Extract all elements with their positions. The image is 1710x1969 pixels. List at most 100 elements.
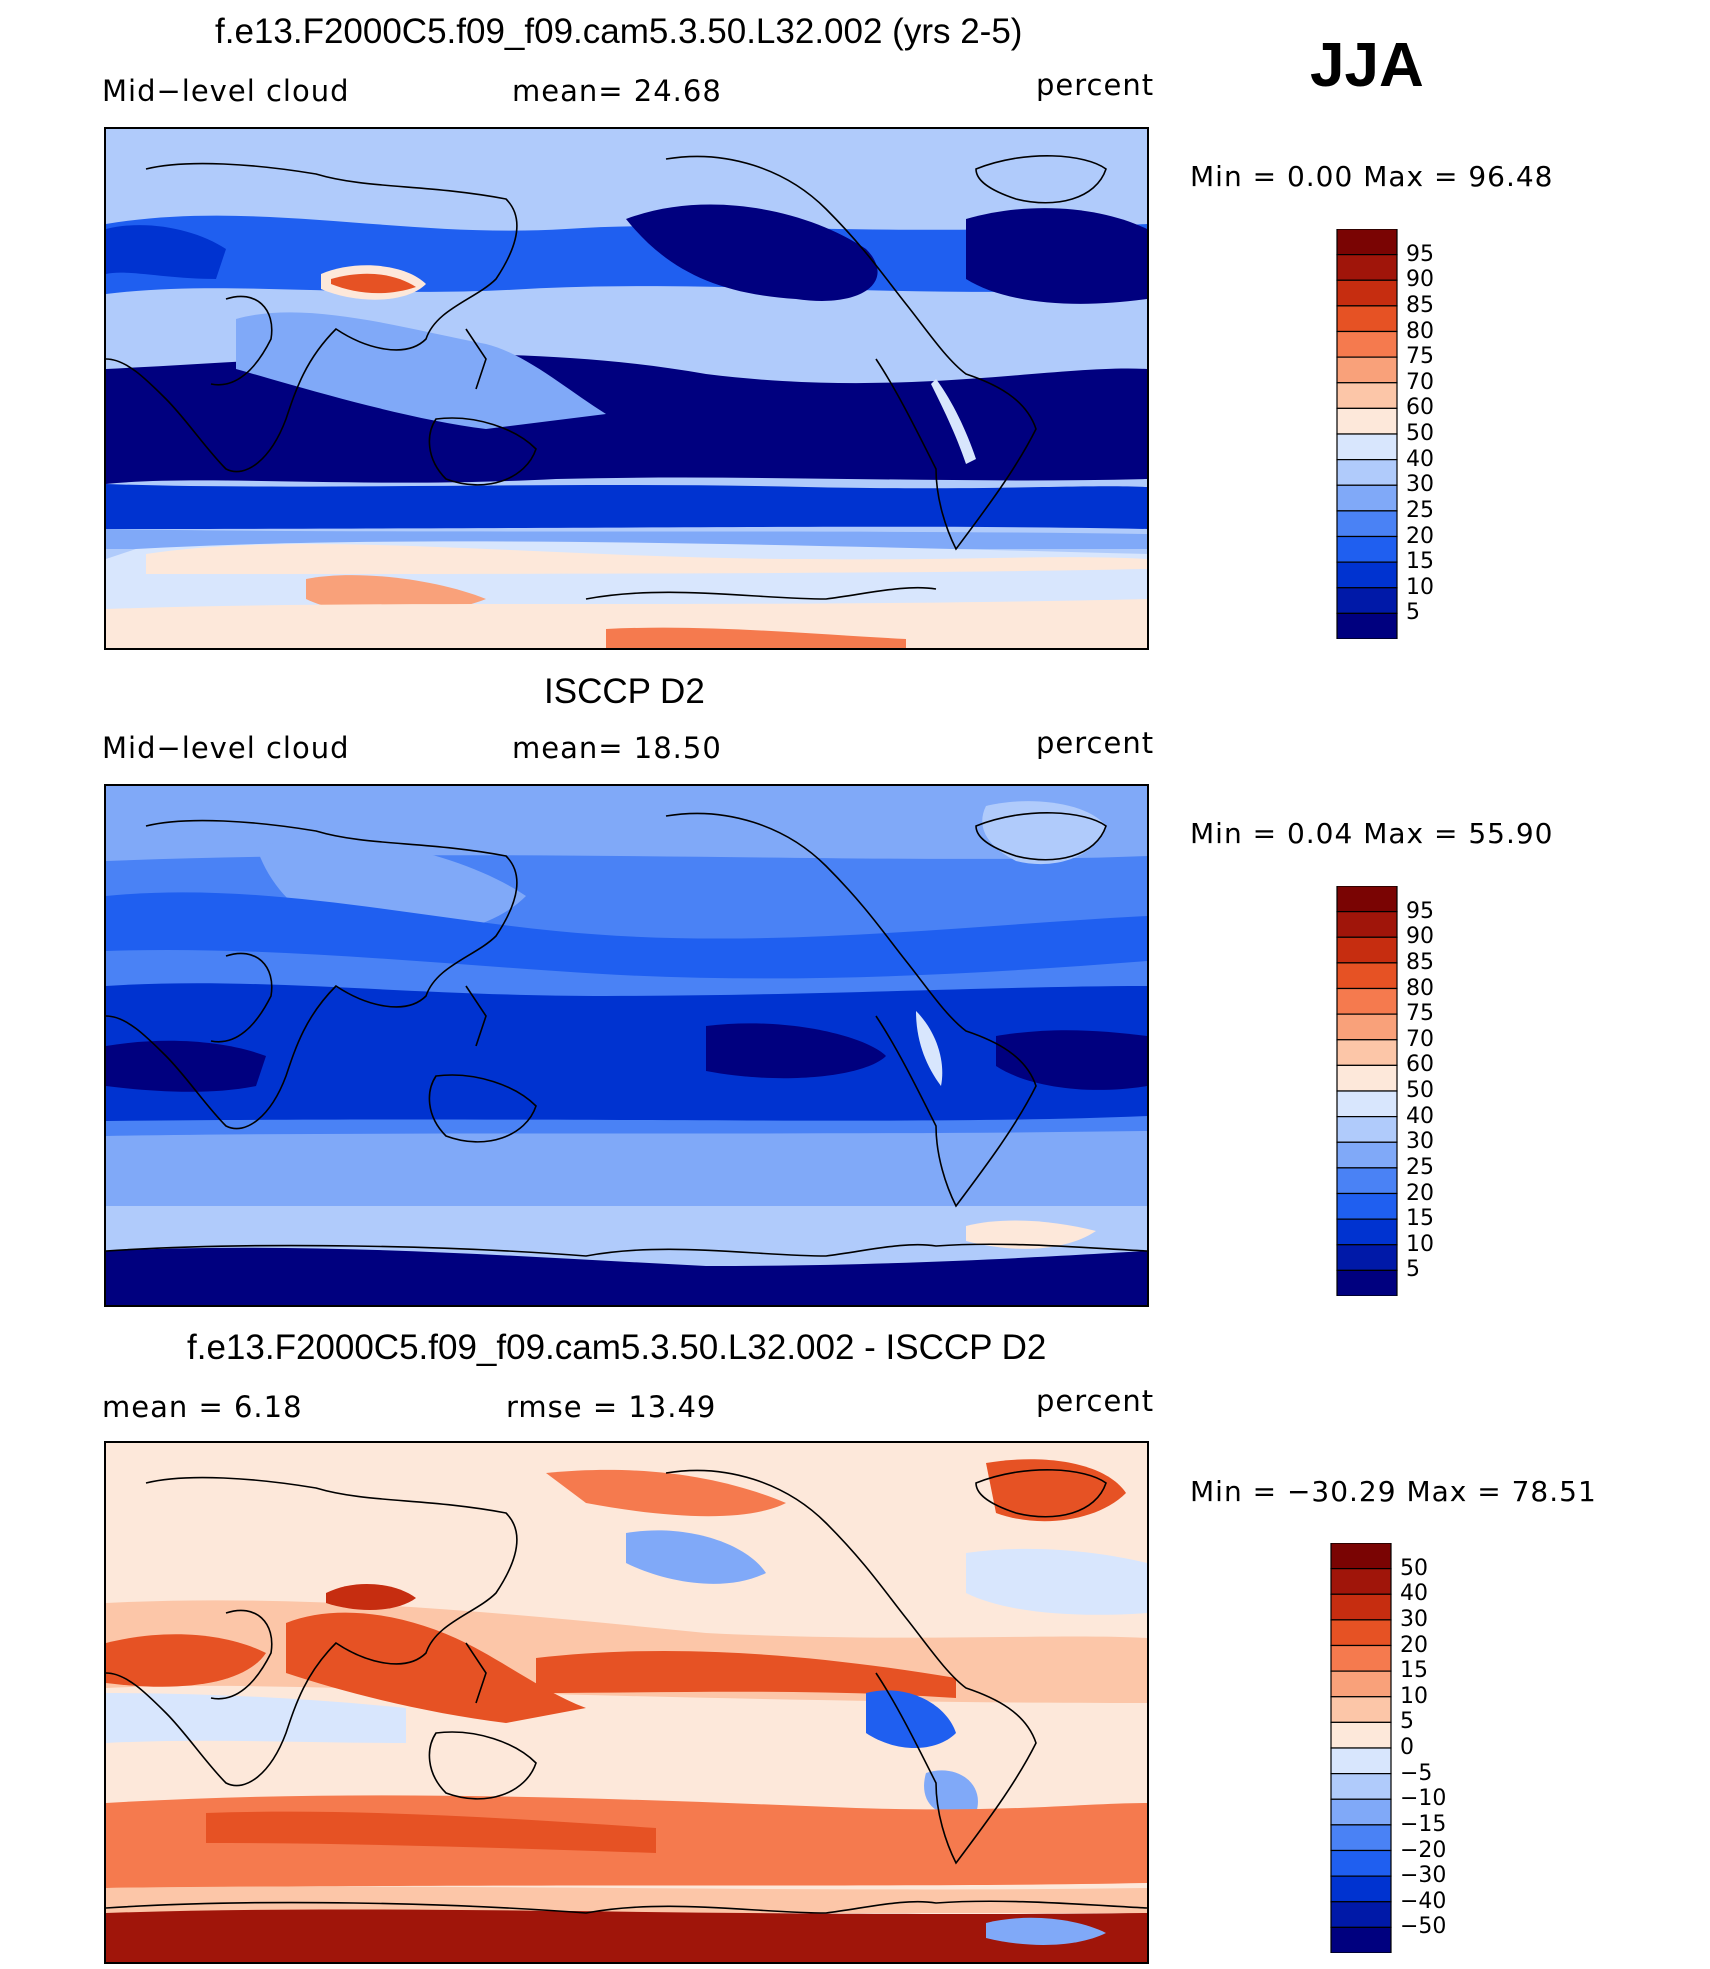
colorbar-tick-label: 90 xyxy=(1406,267,1434,293)
colorbar-swatch xyxy=(1336,535,1398,563)
colorbar-tick-label: 95 xyxy=(1406,241,1434,267)
colorbar-swatch xyxy=(1336,433,1398,461)
panel-2-colorbar-labels: 95 90 85 80 75 70 60 50 40 30 25 20 15 10 5 xyxy=(1406,886,1466,1296)
colorbar-swatch xyxy=(1336,587,1398,614)
colorbar-swatch xyxy=(1336,254,1398,281)
colorbar-swatch xyxy=(1336,612,1398,640)
colorbar-swatch xyxy=(1330,1926,1392,1954)
panel-3-colorbar-labels: 50 40 30 20 15 10 5 0 −5 −10 −15 −20 −30 −40 −50 xyxy=(1400,1543,1470,1953)
colorbar-swatch xyxy=(1330,1568,1392,1595)
panel-1-title: f.e13.F2000C5.f09_f09.cam5.3.50.L32.002 … xyxy=(215,12,1023,51)
colorbar-swatch xyxy=(1330,1619,1392,1647)
colorbar-swatch xyxy=(1330,1644,1392,1672)
colorbar-tick-label: 5 xyxy=(1400,1709,1414,1735)
colorbar-swatch xyxy=(1336,1269,1398,1297)
colorbar-swatch xyxy=(1336,1192,1398,1220)
colorbar-tick-label: 60 xyxy=(1406,395,1434,421)
panel-3-title: f.e13.F2000C5.f09_f09.cam5.3.50.L32.002 … xyxy=(187,1328,1047,1367)
colorbar-swatch xyxy=(1336,962,1398,990)
colorbar-tick-label: 15 xyxy=(1406,549,1434,575)
colorbar-swatch xyxy=(1330,1773,1392,1800)
colorbar-tick-label: 20 xyxy=(1406,523,1434,549)
panel-3-rmse-label: rmse = 13.49 xyxy=(506,1390,717,1424)
colorbar-swatch xyxy=(1330,1747,1392,1775)
colorbar-tick-label: 50 xyxy=(1400,1555,1428,1581)
colorbar-tick-label: −40 xyxy=(1400,1888,1447,1914)
season-label: JJA xyxy=(1310,31,1424,100)
colorbar-swatch xyxy=(1336,936,1398,964)
colorbar-tick-label: 50 xyxy=(1406,421,1434,446)
colorbar-tick-label: 40 xyxy=(1406,1103,1434,1129)
colorbar-swatch xyxy=(1336,382,1398,409)
colorbar-tick-label: 10 xyxy=(1400,1683,1428,1709)
colorbar-tick-label: 20 xyxy=(1406,1180,1434,1206)
colorbar-tick-label: 50 xyxy=(1406,1078,1434,1103)
panel-3-minmax: Min = −30.29 Max = 78.51 xyxy=(1190,1475,1597,1508)
colorbar-tick-label: 75 xyxy=(1406,344,1434,370)
colorbar-swatch xyxy=(1330,1593,1392,1621)
colorbar-swatch xyxy=(1336,911,1398,938)
colorbar-tick-label: 20 xyxy=(1400,1632,1428,1658)
colorbar-tick-label: −30 xyxy=(1400,1863,1447,1889)
colorbar-swatch xyxy=(1330,1696,1392,1723)
colorbar-swatch xyxy=(1330,1824,1392,1852)
colorbar-tick-label: −15 xyxy=(1400,1811,1447,1837)
colorbar-swatch xyxy=(1330,1721,1392,1749)
colorbar-swatch xyxy=(1336,510,1398,538)
colorbar-swatch xyxy=(1336,885,1398,913)
colorbar-tick-label: 10 xyxy=(1406,1231,1434,1257)
panel-3-units-label: percent xyxy=(1036,1384,1155,1418)
panel-2-variable-label: Mid−level cloud xyxy=(102,731,350,765)
panel-1-units-label: percent xyxy=(1036,68,1155,102)
panel-1-mean-label: mean= 24.68 xyxy=(512,74,722,108)
colorbar-swatch xyxy=(1336,1039,1398,1066)
colorbar-swatch xyxy=(1336,484,1398,512)
colorbar-tick-label: 25 xyxy=(1406,1154,1434,1180)
panel-3-map xyxy=(104,1441,1149,1964)
panel-2-mean-label: mean= 18.50 xyxy=(512,731,722,765)
colorbar-tick-label: 30 xyxy=(1406,1129,1434,1155)
colorbar-swatch xyxy=(1336,1218,1398,1246)
colorbar-tick-label: 5 xyxy=(1406,1257,1420,1283)
colorbar-swatch xyxy=(1336,279,1398,307)
panel-2-colorbar xyxy=(1336,885,1398,1297)
colorbar-tick-label: 95 xyxy=(1406,898,1434,924)
colorbar-tick-label: 85 xyxy=(1406,949,1434,975)
colorbar-swatch xyxy=(1336,1116,1398,1143)
colorbar-swatch xyxy=(1336,228,1398,256)
colorbar-swatch xyxy=(1336,1013,1398,1041)
colorbar-tick-label: 40 xyxy=(1406,446,1434,472)
colorbar-swatch xyxy=(1330,1798,1392,1826)
colorbar-swatch xyxy=(1330,1542,1392,1570)
colorbar-swatch xyxy=(1336,1141,1398,1169)
colorbar-tick-label: 85 xyxy=(1406,292,1434,318)
colorbar-swatch xyxy=(1336,356,1398,384)
colorbar-tick-label: 10 xyxy=(1406,574,1434,600)
colorbar-tick-label: 5 xyxy=(1406,600,1420,626)
panel-1-variable-label: Mid−level cloud xyxy=(102,74,350,108)
colorbar-swatch xyxy=(1336,987,1398,1015)
colorbar-swatch xyxy=(1330,1849,1392,1877)
colorbar-swatch xyxy=(1330,1670,1392,1698)
panel-2-map xyxy=(104,784,1149,1307)
panel-1-map xyxy=(104,127,1149,650)
colorbar-swatch xyxy=(1336,330,1398,358)
colorbar-swatch xyxy=(1336,1167,1398,1195)
panel-1-colorbar xyxy=(1336,228,1398,640)
panel-3-mean-label: mean = 6.18 xyxy=(102,1390,303,1424)
colorbar-tick-label: 75 xyxy=(1406,1001,1434,1027)
colorbar-tick-label: 30 xyxy=(1406,472,1434,498)
colorbar-swatch xyxy=(1330,1901,1392,1928)
panel-2-minmax: Min = 0.04 Max = 55.90 xyxy=(1190,817,1554,850)
colorbar-tick-label: −50 xyxy=(1400,1914,1447,1940)
colorbar-swatch xyxy=(1336,1090,1398,1118)
colorbar-tick-label: 60 xyxy=(1406,1052,1434,1078)
panel-1-minmax: Min = 0.00 Max = 96.48 xyxy=(1190,160,1554,193)
colorbar-tick-label: −10 xyxy=(1400,1786,1447,1812)
colorbar-swatch xyxy=(1336,1064,1398,1092)
panel-2-units-label: percent xyxy=(1036,726,1155,760)
colorbar-swatch xyxy=(1336,561,1398,589)
panel-3-colorbar xyxy=(1330,1542,1392,1954)
colorbar-swatch xyxy=(1336,407,1398,435)
colorbar-tick-label: 15 xyxy=(1400,1658,1428,1684)
